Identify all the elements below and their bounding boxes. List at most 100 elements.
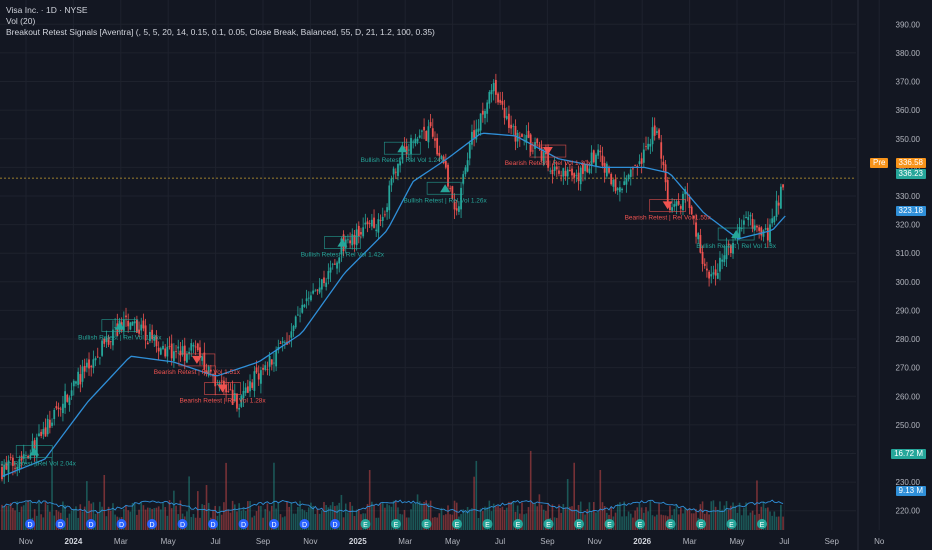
candle-body bbox=[473, 130, 476, 138]
candle-body bbox=[22, 454, 25, 459]
candle-body bbox=[712, 272, 715, 275]
candle-body bbox=[192, 344, 195, 347]
candle-body bbox=[708, 271, 710, 279]
volume-bar bbox=[747, 515, 750, 530]
candle-body bbox=[194, 346, 197, 348]
candle-body bbox=[460, 187, 462, 210]
time-tick-label: Mar bbox=[683, 537, 697, 546]
earnings-marker bbox=[421, 519, 432, 529]
volume-bar bbox=[9, 502, 12, 530]
retest-zone bbox=[324, 236, 361, 249]
candle-body bbox=[79, 374, 82, 385]
ma-path bbox=[1, 132, 786, 477]
time-tick-label: 2024 bbox=[65, 537, 83, 546]
volume-bar bbox=[499, 508, 502, 530]
candle-body bbox=[729, 245, 732, 254]
candle-body bbox=[25, 455, 27, 457]
signal-label: Bullish Retest | Rel Vol 1.42x bbox=[301, 252, 385, 259]
candle-body bbox=[209, 369, 212, 372]
volume-indicator-title[interactable]: Vol (20) bbox=[6, 16, 36, 26]
volume-bar bbox=[64, 504, 66, 530]
volume-bar bbox=[279, 514, 282, 530]
volume-bar bbox=[590, 511, 593, 530]
candle-body bbox=[690, 206, 693, 215]
candle-body bbox=[629, 169, 632, 177]
indicator-title[interactable]: Breakout Retest Signals [Aventra] (, 5, … bbox=[6, 27, 435, 37]
volume-bar bbox=[680, 507, 682, 530]
price-tick-label: 290.00 bbox=[896, 306, 921, 315]
candle-body bbox=[536, 138, 539, 144]
candle-body bbox=[227, 391, 230, 392]
candle-body bbox=[305, 298, 308, 302]
volume-bar bbox=[36, 515, 38, 530]
volume-bar bbox=[388, 505, 391, 530]
candle-body bbox=[388, 185, 391, 211]
candle-body bbox=[220, 380, 223, 382]
volume-bar bbox=[521, 502, 523, 530]
retest-zone bbox=[204, 382, 241, 395]
candle-body bbox=[486, 102, 489, 114]
volume-bar bbox=[749, 512, 752, 530]
volume-bar bbox=[321, 510, 323, 530]
volume-bar bbox=[323, 501, 325, 530]
volume-bar bbox=[410, 509, 412, 530]
volume-bar bbox=[562, 504, 565, 530]
volume-bar bbox=[525, 513, 528, 530]
time-axis[interactable]: Nov 2024 Mar May Jul Sep Nov 2025 Mar May Jul Sep No… bbox=[19, 537, 885, 546]
volume-bar bbox=[251, 517, 254, 530]
time-tick-label: Jul bbox=[210, 537, 220, 546]
candle-body bbox=[42, 428, 45, 435]
bullish-arrow bbox=[440, 184, 451, 193]
volume-bar bbox=[88, 500, 90, 530]
signal-label: Bearish Retest | Rel Vol 1.30x bbox=[505, 160, 592, 167]
volume-bar bbox=[442, 515, 445, 530]
event-marker-label: E bbox=[668, 522, 673, 529]
price-tick-label: 330.00 bbox=[896, 192, 921, 201]
volume-bar bbox=[473, 476, 475, 530]
candle-body bbox=[401, 151, 404, 160]
volume-bar bbox=[62, 501, 64, 530]
candle-body bbox=[349, 240, 352, 244]
volume-bar bbox=[558, 504, 560, 530]
volume-bar bbox=[288, 506, 290, 530]
candle-body bbox=[612, 179, 615, 187]
volume-bar bbox=[714, 506, 717, 530]
volume-bar bbox=[743, 507, 745, 530]
volume-bar bbox=[27, 500, 29, 530]
candle-body bbox=[314, 290, 317, 292]
retest-zone bbox=[15, 445, 53, 458]
volume-bar bbox=[268, 511, 271, 530]
candle-body bbox=[53, 409, 56, 420]
candle-body bbox=[590, 152, 593, 166]
candle-body bbox=[703, 263, 706, 266]
retest-zone bbox=[649, 199, 687, 212]
candle-body bbox=[501, 100, 504, 105]
premarket-label: Pre bbox=[870, 158, 889, 168]
volume-bar bbox=[475, 460, 478, 530]
price-axis[interactable]: 390.00380.00370.00360.00350.00340.00330.… bbox=[896, 20, 921, 515]
volume-bar bbox=[453, 500, 456, 530]
candle-body bbox=[566, 169, 569, 177]
volume-bar bbox=[760, 506, 763, 530]
candle-body bbox=[381, 216, 384, 221]
volume-bar bbox=[751, 510, 754, 530]
volume-bar bbox=[22, 505, 25, 530]
volume-bar bbox=[542, 509, 545, 530]
bearish-arrow bbox=[191, 355, 202, 364]
candle-body bbox=[199, 347, 201, 358]
volume-bar bbox=[540, 504, 543, 530]
candle-body bbox=[64, 391, 66, 408]
time-tick-label: 2026 bbox=[633, 537, 651, 546]
candle-body bbox=[146, 342, 149, 345]
candle-body bbox=[766, 227, 769, 241]
volume-bar bbox=[68, 513, 71, 530]
volume-bar bbox=[170, 508, 173, 530]
candle-body bbox=[564, 170, 567, 177]
event-marker-label: E bbox=[485, 522, 490, 529]
volume-bar bbox=[384, 507, 386, 530]
candle-body bbox=[494, 79, 497, 95]
volume-bar bbox=[129, 511, 132, 530]
volume-bar bbox=[649, 500, 652, 530]
symbol-title[interactable]: Visa Inc. · 1D · NYSE bbox=[6, 5, 88, 15]
